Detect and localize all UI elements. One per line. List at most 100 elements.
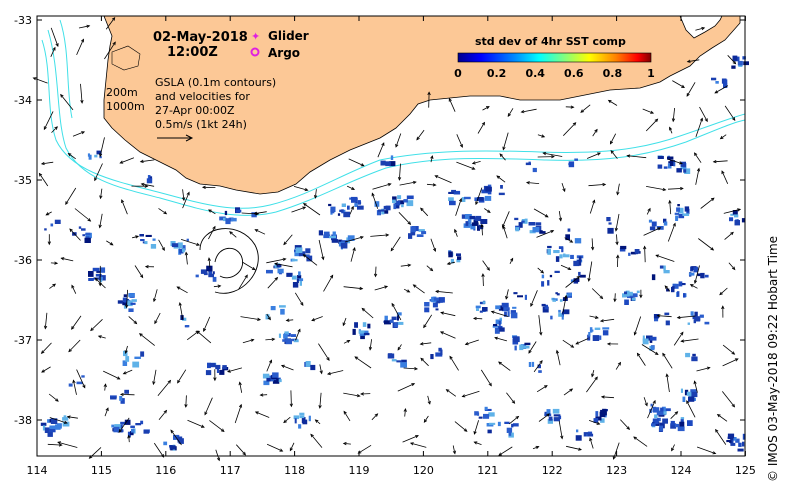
sst-patch [396,200,401,206]
velocity-arrow [591,369,595,378]
sst-patch [432,302,438,308]
sst-patch [574,238,582,244]
velocity-arrow [49,417,68,424]
sst-patch [140,420,144,425]
sst-patch [85,232,91,235]
velocity-arrow [182,191,190,209]
velocity-arrow [671,107,676,123]
sst-patch [683,293,686,298]
sst-patch [499,317,502,321]
velocity-arrow [698,238,715,251]
sst-patch [737,60,743,66]
sst-patch [132,361,140,368]
sst-patch [662,406,666,412]
velocity-arrow [128,316,138,325]
sst-patch [339,209,343,212]
sst-patch [667,163,672,169]
velocity-arrow [614,213,620,232]
sst-patch [688,272,695,276]
sst-patch [573,280,579,284]
sst-patch [139,234,144,237]
y-tick-label: -33 [14,14,32,27]
velocity-arrow [520,108,537,114]
velocity-arrow [452,445,457,455]
sst-patch [84,237,91,243]
velocity-arrow [537,154,555,159]
sst-patch [650,403,653,407]
sst-patch [676,168,682,173]
sst-patch [479,310,483,313]
sst-patch [670,420,675,426]
sst-patch [500,185,503,189]
sst-patch [587,334,591,341]
sst-patch [433,297,439,301]
sst-patch [513,423,519,427]
argo-marker-icon [250,47,260,57]
sst-patch [477,197,484,201]
velocity-arrow [138,333,155,346]
velocity-arrow [646,186,667,192]
sst-patch [700,272,705,279]
sst-patch [131,299,137,302]
sst-patch [660,407,664,412]
velocity-arrow [506,392,516,404]
sst-patch [649,345,652,351]
sst-patch [579,274,586,278]
gsla-line-4: 0.5m/s (1kt 24h) [155,118,247,131]
sst-patch [469,215,476,220]
sst-patch [723,83,728,88]
velocity-arrow [686,59,700,63]
x-tick-label: 120 [413,464,434,477]
sst-patch [650,345,655,351]
sst-patch [273,380,277,384]
plot-frame [36,15,746,457]
sst-patch [535,222,542,226]
sst-patch [479,301,486,305]
velocity-arrow [724,105,736,121]
velocity-arrow [699,106,708,123]
sst-patch [461,197,466,202]
gsla-line-2: and velocities for [155,90,250,103]
sst-patch [124,389,129,394]
sst-patch [96,270,101,273]
sst-patch [556,293,560,296]
velocity-arrow [419,342,432,346]
velocity-arrow [473,420,479,435]
velocity-arrow [403,367,419,371]
velocity-arrow [646,207,651,215]
sst-patch [475,305,481,309]
sst-patch [435,352,443,357]
sst-patch [145,234,152,237]
sst-patch [337,213,341,216]
velocity-arrow [562,339,575,348]
sst-patch [290,334,297,337]
velocity-arrow [643,227,662,236]
sst-patch [124,419,131,425]
velocity-arrow [561,182,566,193]
velocity-arrow [612,442,620,460]
velocity-arrow [642,108,655,114]
velocity-arrow [153,289,158,303]
sst-patch [547,418,553,424]
velocity-arrow [158,208,168,215]
sst-patch [406,200,414,207]
sst-patch [691,356,698,362]
velocity-arrow [186,330,200,341]
velocity-arrow [558,420,564,440]
sst-patch [670,423,677,429]
velocity-arrow [72,131,86,137]
sst-patch [347,235,355,241]
velocity-arrow [265,337,276,342]
velocity-arrow [560,264,572,270]
sst-patch [56,423,62,429]
sst-patch [682,396,686,402]
sst-patch [272,372,279,378]
scale-arrow-icon [157,134,194,142]
sst-patch [654,315,659,322]
velocity-arrow [575,338,589,345]
velocity-arrow [633,316,642,336]
sst-patch [552,408,560,414]
velocity-arrow [119,392,135,397]
sst-patch [219,369,225,375]
sst-patch [127,300,133,307]
